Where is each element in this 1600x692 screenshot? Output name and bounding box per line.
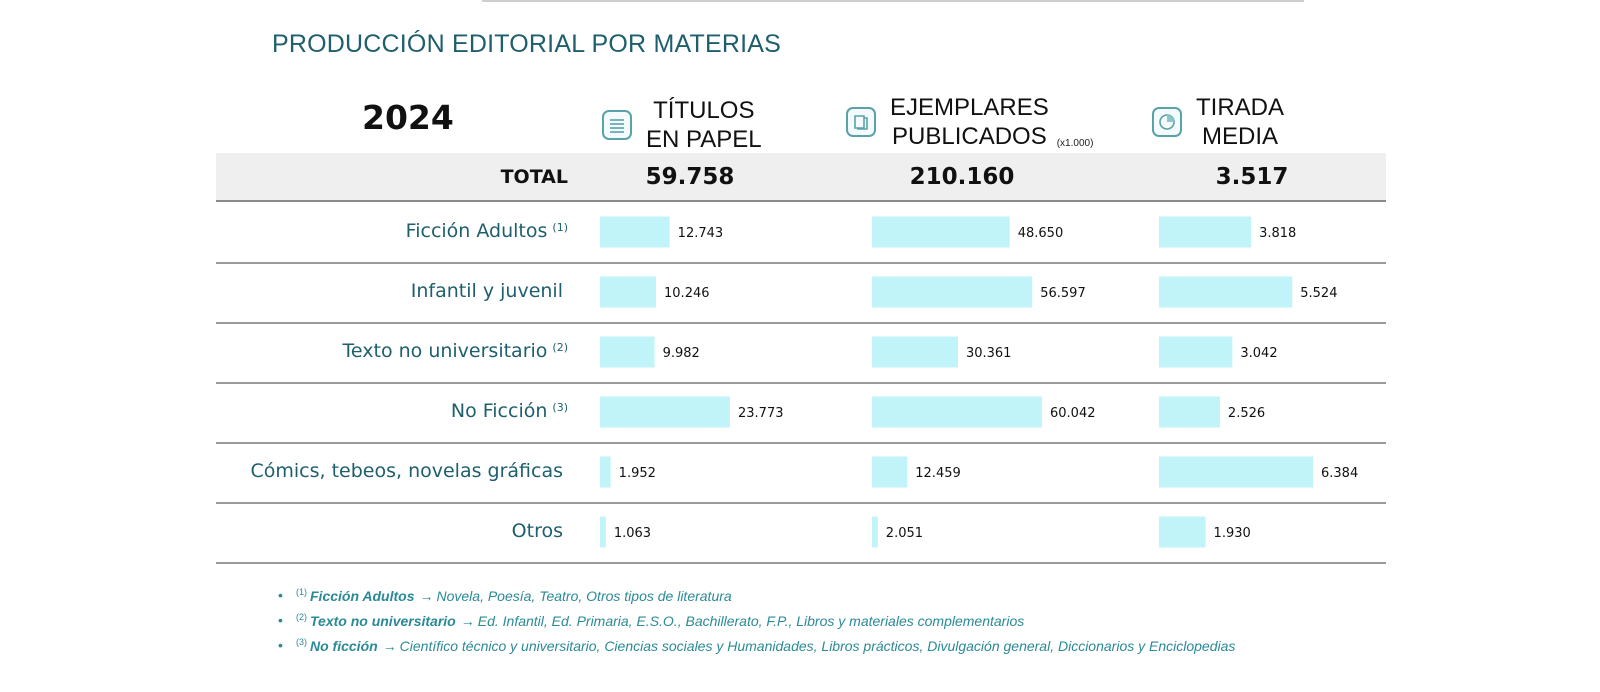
book-icon <box>846 107 876 137</box>
data-label-tirada-5: 1.930 <box>1214 526 1251 541</box>
bar-titulos-2 <box>600 336 655 368</box>
total-value-tirada: 3.517 <box>1215 164 1289 190</box>
column-header-ejemplares-line2: PUBLICADOS <box>892 123 1047 150</box>
total-label: TOTAL <box>500 166 568 188</box>
bar-tirada-1 <box>1159 276 1293 308</box>
data-label-titulos-3: 23.773 <box>738 406 784 421</box>
row-divider <box>216 502 1386 504</box>
data-label-ejemplares-3: 60.042 <box>1050 406 1096 421</box>
total-row-band <box>216 153 1386 202</box>
data-label-ejemplares-1: 56.597 <box>1040 286 1086 301</box>
footnote-2: • (2) Texto no universitario → Ed. Infantil… <box>278 612 1025 629</box>
year-label: 2024 <box>362 98 454 137</box>
column-header-titulos-line1: TÍTULOS <box>653 97 755 124</box>
data-label-ejemplares-5: 2.051 <box>886 526 923 541</box>
bar-tirada-2 <box>1159 336 1233 368</box>
row-divider <box>216 322 1386 324</box>
data-label-titulos-4: 1.952 <box>619 466 656 481</box>
column-header-tirada-line2: MEDIA <box>1202 123 1279 150</box>
total-value-ejemplares: 210.160 <box>909 164 1015 190</box>
bar-ejemplares-1 <box>872 276 1033 308</box>
column-header-tirada: TIRADA MEDIA <box>1152 93 1284 151</box>
data-label-tirada-3: 2.526 <box>1228 406 1265 421</box>
data-label-tirada-0: 3.818 <box>1259 226 1296 241</box>
row-divider <box>216 262 1386 264</box>
data-label-titulos-0: 12.743 <box>678 226 724 241</box>
bar-ejemplares-3 <box>872 396 1042 428</box>
page-title: PRODUCCIÓN EDITORIAL POR MATERIAS <box>272 30 781 58</box>
row-label-otros: Otros <box>511 520 563 542</box>
row-divider <box>216 562 1386 564</box>
column-header-titulos-line2: EN PAPEL <box>646 126 762 153</box>
bar-titulos-1 <box>600 276 657 308</box>
bar-ejemplares-2 <box>872 336 958 368</box>
footnotes: • (1) Ficción Adultos → Novela, Poesía, Tea… <box>278 587 1235 662</box>
bar-tirada-3 <box>1159 396 1220 428</box>
bar-tirada-0 <box>1159 216 1252 248</box>
bar-titulos-5 <box>600 516 606 548</box>
footnote-3: • (3) No ficción → Científico técnico y uni… <box>278 637 1236 654</box>
data-label-tirada-2: 3.042 <box>1240 346 1277 361</box>
bar-ejemplares-5 <box>872 516 878 548</box>
data-label-titulos-5: 1.063 <box>614 526 651 541</box>
row-divider <box>216 442 1386 444</box>
row-label-no-ficcion: No Ficción (3) <box>450 400 568 422</box>
row-label-infantil-juvenil: Infantil y juvenil <box>410 280 563 302</box>
footnote-1: • (1) Ficción Adultos → Novela, Poesía, Tea… <box>278 587 732 604</box>
row-label-ficcion-adultos: Ficción Adultos (1) <box>405 220 568 242</box>
data-label-ejemplares-2: 30.361 <box>966 346 1012 361</box>
row-label-comics: Cómics, tebeos, novelas gráficas <box>250 460 563 482</box>
pie-icon <box>1152 107 1182 137</box>
column-header-ejemplares-unit: (x1.000) <box>1056 138 1094 149</box>
row-label-texto-no-universitario: Texto no universitario (2) <box>342 340 568 362</box>
total-value-titulos: 59.758 <box>645 164 735 190</box>
data-label-tirada-1: 5.524 <box>1300 286 1337 301</box>
column-header-titulos: TÍTULOS EN PAPEL <box>602 96 762 154</box>
bar-tirada-4 <box>1159 456 1313 488</box>
bar-ejemplares-4 <box>872 456 908 488</box>
data-label-tirada-4: 6.384 <box>1321 466 1358 481</box>
column-header-ejemplares: EJEMPLARES PUBLICADOS (x1.000) <box>846 93 1093 151</box>
bar-titulos-0 <box>600 216 670 248</box>
data-label-titulos-1: 10.246 <box>664 286 710 301</box>
column-header-tirada-line1: TIRADA <box>1196 94 1285 121</box>
books-icon <box>602 110 632 140</box>
data-label-ejemplares-4: 12.459 <box>915 466 961 481</box>
bar-titulos-4 <box>600 456 611 488</box>
bar-tirada-5 <box>1159 516 1206 548</box>
column-header-ejemplares-line1: EJEMPLARES <box>890 94 1049 121</box>
data-label-ejemplares-0: 48.650 <box>1018 226 1064 241</box>
bar-ejemplares-0 <box>872 216 1010 248</box>
top-divider <box>482 0 1304 2</box>
row-divider <box>216 382 1386 384</box>
bar-titulos-3 <box>600 396 730 428</box>
data-label-titulos-2: 9.982 <box>663 346 700 361</box>
